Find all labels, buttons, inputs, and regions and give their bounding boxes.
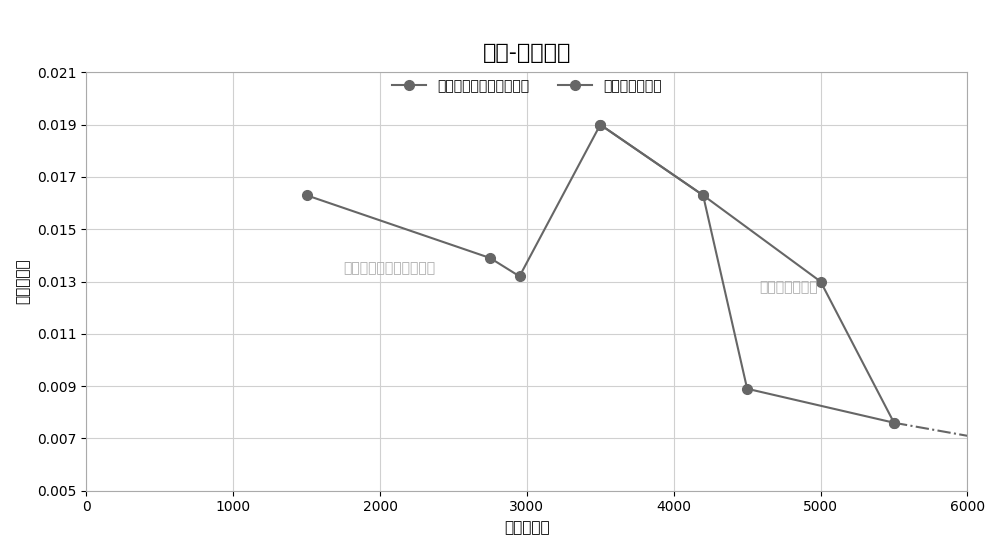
机油泵不同转速需求排量 bbox=[514, 273, 526, 279]
Text: 机油泵不同转速需求排量: 机油泵不同转速需求排量 bbox=[343, 261, 435, 276]
Legend: 机油泵不同转速需求排量, 机油泵气蚀限值: 机油泵不同转速需求排量, 机油泵气蚀限值 bbox=[386, 74, 668, 99]
机油泵不同转速需求排量 bbox=[301, 192, 313, 199]
机油泵不同转速需求排量 bbox=[594, 122, 606, 128]
Title: 转速-气蚀曲线: 转速-气蚀曲线 bbox=[483, 42, 571, 63]
机油泵不同转速需求排量 bbox=[741, 386, 753, 392]
X-axis label: 发动机转速: 发动机转速 bbox=[504, 520, 550, 535]
Line: 机油泵不同转速需求排量: 机油泵不同转速需求排量 bbox=[302, 120, 899, 427]
机油泵不同转速需求排量 bbox=[697, 192, 709, 199]
机油泵不同转速需求排量 bbox=[484, 255, 496, 261]
机油泵不同转速需求排量 bbox=[888, 420, 900, 426]
Y-axis label: 机油泵排量: 机油泵排量 bbox=[15, 258, 30, 304]
Text: 机油泵气蚀限值: 机油泵气蚀限值 bbox=[759, 280, 818, 294]
